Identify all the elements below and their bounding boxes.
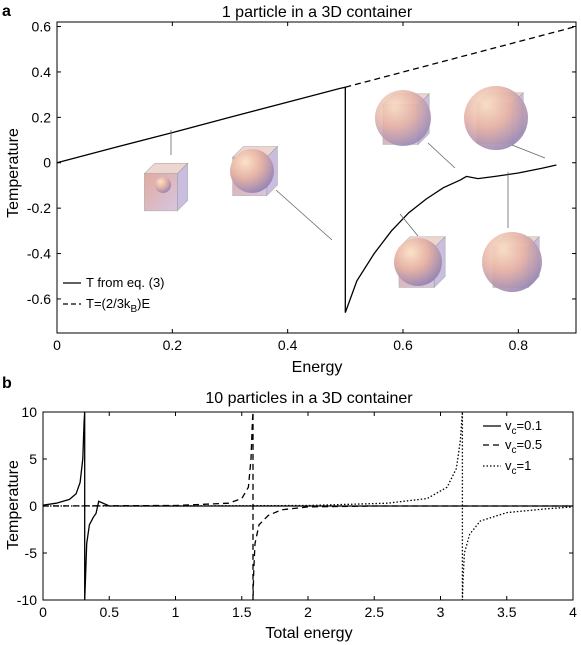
panel-a-legend: T from eq. (3) T=(2/3kB)E [63,275,165,315]
panel-a-x-tick-label: 0.6 [393,337,413,353]
sphere-in-cube-icon-2 [230,146,333,241]
panel-a-x-tick-label: 0.8 [509,337,529,353]
sphere-in-cube-icon-3 [375,90,456,169]
panel-a-x-axis-title: Energy [292,359,343,376]
panel-b-x-tick-label: 3.5 [497,604,517,620]
panel-b-legend: vc=0.1vc=0.5 vc=1 [483,418,542,477]
panel-a: a 1 particle in a 3D container 0 0.2 0.4 0.… [2,3,577,376]
sphere-in-cube-icon-5 [394,213,446,288]
panel-a-x-tick-label: 0 [53,337,61,353]
panel-b-x-tick-label: 2.5 [365,604,385,620]
panel-b-x-tick-label: 0 [39,604,47,620]
panel-a-y-tick-label: 0.4 [32,64,52,80]
panel-a-y-tick-label: -0.6 [27,291,51,307]
sphere-in-cube-icon-6 [482,172,542,292]
panel-a-series-1-line [56,86,557,313]
panel-b-y-axis-title: Temperature [5,460,22,550]
panel-b-y-tick-label: 0 [29,498,37,514]
panel-b-series-2-line [42,411,573,601]
panel-b-x-tick-label: 0.5 [100,604,120,620]
panel-a-y-tick-label: 0 [43,155,51,171]
panel-a-x-tick-label: 0.4 [278,337,298,353]
panel-b-x-tick-label: 2 [304,604,312,620]
panel-b-letter: b [2,375,12,392]
panel-a-y-axis-title: Temperature [5,128,22,218]
sphere-in-cube-icon-1 [144,130,189,212]
panel-b-x-tick-label: 4 [569,604,577,620]
panel-b-y-tick-label: -5 [25,545,38,561]
panel-a-y-tick-label: 0.2 [32,109,52,125]
panel-b-y-tick-label: 10 [21,404,37,420]
panel-b-series-3-line [43,411,574,601]
panel-b-title: 10 particles in a 3D container [205,390,413,407]
panel-a-y-tick-label: 0.6 [32,19,52,35]
panel-a-plot-frame [56,21,577,334]
panel-b-legend-label-1: vc=0.1 [505,418,542,437]
panel-b-y-tick-label: -10 [17,592,37,608]
panel-a-y-tick-label: -0.2 [27,200,51,216]
panel-b-legend-label-2: vc=0.5 [505,437,542,456]
panel-a-y-tick-label: -0.4 [27,246,51,262]
panel-b-x-tick-label: 1 [172,604,180,620]
panel-a-x-tick-label: 0.2 [163,337,183,353]
panel-a-plot: 0 0.2 0.4 0.6 0.8 -0.6 -0.4 -0.2 0 0.2 0.4 0.6 [27,19,577,353]
panel-a-series-2-line [345,25,577,88]
panel-b-x-axis-title: Total energy [265,625,352,642]
panel-a-title: 1 particle in a 3D container [222,4,413,21]
sphere-in-cube-icon-4 [464,86,546,159]
panel-b-x-tick-label: 3 [437,604,445,620]
panel-b-plot: 0 0.5 1 1.5 2 2.5 3 3.5 4 -10 -5 0 5 10 [17,404,577,620]
panel-a-letter: a [2,3,11,20]
panel-b-y-tick-label: 5 [29,451,37,467]
panel-b-x-tick-label: 1.5 [232,604,252,620]
panel-b: b 10 particles in a 3D container 0 0.5 1 1.… [2,375,577,642]
panel-a-legend-label-1: T from eq. (3) [86,275,165,290]
panel-b-legend-label-3: vc=1 [505,458,531,477]
panel-a-legend-label-2: T=(2/3kB)E [86,296,150,315]
